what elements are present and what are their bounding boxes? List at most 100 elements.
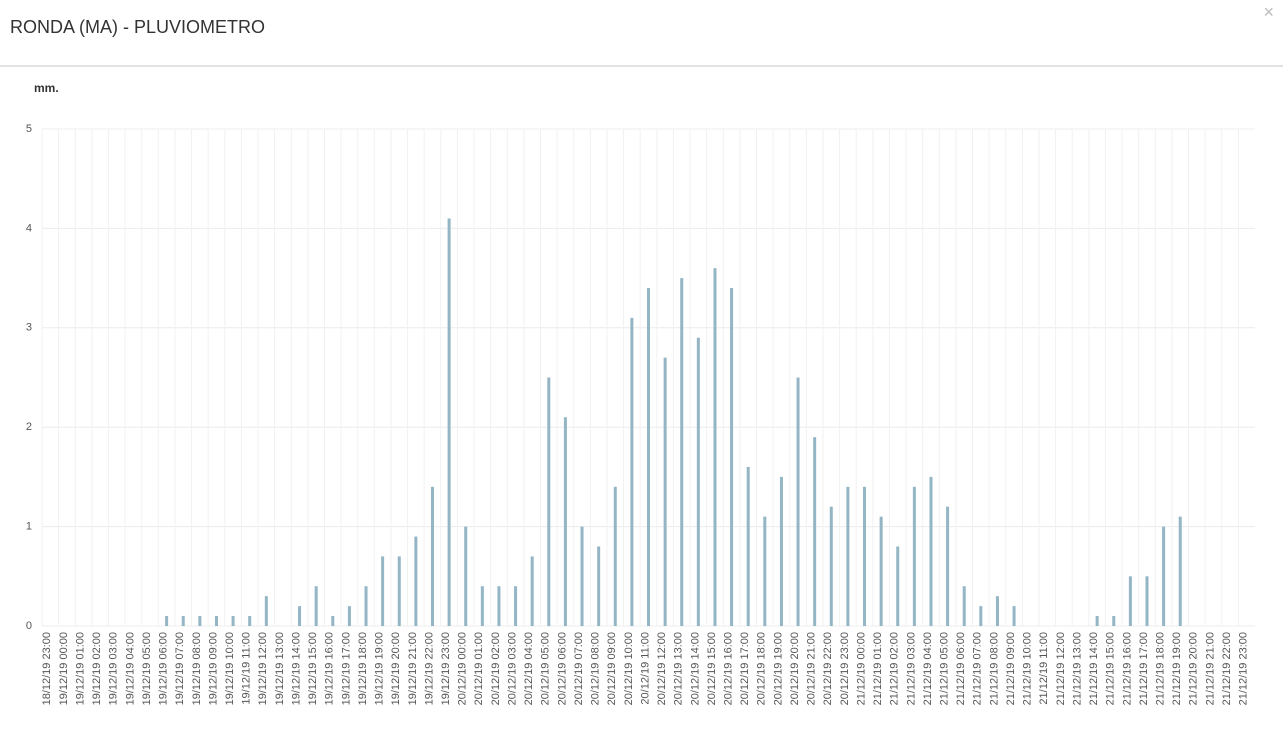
bar — [347, 606, 351, 626]
x-tick-label: 21/12/19 13:00 — [1071, 632, 1083, 705]
x-tick-label: 19/12/19 22:00 — [423, 632, 435, 705]
x-tick-label: 19/12/19 17:00 — [340, 632, 352, 705]
y-tick-label: 3 — [26, 322, 32, 334]
x-tick-label: 19/12/19 23:00 — [440, 632, 452, 705]
x-tick-label: 21/12/19 18:00 — [1155, 632, 1167, 705]
x-tick-label: 19/12/19 21:00 — [407, 632, 419, 705]
x-tick-label: 19/12/19 20:00 — [390, 632, 402, 705]
x-tick-label: 19/12/19 09:00 — [207, 632, 219, 705]
x-tick-label: 20/12/19 18:00 — [756, 632, 768, 705]
x-tick-label: 19/12/19 19:00 — [374, 632, 386, 705]
x-tick-label: 21/12/19 06:00 — [955, 632, 967, 705]
bar — [647, 288, 650, 626]
bar — [1162, 526, 1166, 626]
bar — [630, 317, 634, 626]
y-tick-label: 4 — [26, 222, 32, 234]
x-tick-label: 20/12/19 22:00 — [822, 632, 834, 705]
bar — [198, 616, 202, 626]
x-tick-label: 20/12/19 21:00 — [806, 632, 818, 705]
bar — [946, 506, 950, 626]
bar — [314, 586, 318, 626]
x-tick-label: 20/12/19 04:00 — [523, 632, 535, 705]
y-tick-label: 0 — [26, 620, 32, 632]
x-tick-label: 19/12/19 12:00 — [257, 632, 269, 705]
bar — [530, 556, 534, 626]
x-tick-label: 19/12/19 13:00 — [274, 632, 286, 705]
bar — [929, 476, 933, 626]
x-tick-label: 21/12/19 09:00 — [1005, 632, 1017, 705]
x-tick-label: 21/12/19 00:00 — [855, 632, 867, 705]
bar — [846, 486, 850, 626]
y-tick-label: 5 — [26, 123, 32, 135]
x-tick-label: 21/12/19 11:00 — [1038, 632, 1050, 705]
bar — [912, 486, 916, 626]
bar — [165, 616, 169, 626]
bar — [364, 586, 368, 626]
bar — [397, 556, 401, 626]
x-tick-label: 20/12/19 19:00 — [772, 632, 784, 705]
bar — [580, 526, 584, 626]
x-tick-label: 20/12/19 07:00 — [573, 632, 585, 705]
bar — [298, 606, 302, 626]
bar — [547, 377, 551, 626]
x-tick-label: 21/12/19 23:00 — [1238, 632, 1250, 705]
x-tick-label: 19/12/19 07:00 — [174, 632, 186, 705]
bar — [863, 486, 867, 626]
bar — [713, 268, 717, 626]
x-tick-label: 20/12/19 01:00 — [473, 632, 485, 705]
bar — [264, 596, 268, 626]
bar — [813, 437, 817, 626]
x-tick-label: 21/12/19 21:00 — [1204, 632, 1216, 705]
close-button[interactable]: × — [1263, 2, 1274, 22]
x-tick-label: 19/12/19 06:00 — [158, 632, 170, 705]
bar — [231, 616, 235, 626]
x-tick-label: 21/12/19 22:00 — [1221, 632, 1233, 705]
x-tick-label: 19/12/19 11:00 — [241, 632, 253, 705]
bar — [214, 616, 218, 626]
header: RONDA (MA) - PLUVIOMETRO × — [0, 0, 1283, 67]
x-tick-label: 19/12/19 14:00 — [290, 632, 302, 705]
bar — [829, 506, 833, 626]
bar — [763, 516, 767, 626]
x-tick-label: 21/12/19 15:00 — [1105, 632, 1117, 705]
x-tick-label: 20/12/19 16:00 — [722, 632, 734, 705]
bar — [796, 377, 800, 626]
x-tick-label: 19/12/19 15:00 — [307, 632, 319, 705]
bar — [497, 586, 501, 626]
x-tick-label: 21/12/19 14:00 — [1088, 632, 1100, 705]
x-tick-label: 20/12/19 23:00 — [839, 632, 851, 705]
bar — [1128, 576, 1132, 626]
x-tick-label: 21/12/19 10:00 — [1022, 632, 1034, 705]
x-tick-label: 21/12/19 07:00 — [972, 632, 984, 705]
y-tick-label: 1 — [26, 521, 32, 533]
bar — [248, 616, 252, 626]
x-tick-label: 19/12/19 00:00 — [58, 632, 70, 705]
bar — [181, 616, 185, 626]
bar — [962, 586, 966, 626]
bar — [597, 546, 601, 626]
x-tick-label: 21/12/19 01:00 — [872, 632, 884, 705]
bar — [1095, 616, 1099, 626]
x-tick-label: 21/12/19 05:00 — [939, 632, 951, 705]
bar — [779, 476, 783, 626]
x-tick-label: 19/12/19 03:00 — [108, 632, 120, 705]
bar — [979, 606, 983, 626]
x-tick-label: 21/12/19 20:00 — [1188, 632, 1200, 705]
x-tick-label: 20/12/19 12:00 — [656, 632, 668, 705]
x-tick-label: 18/12/19 23:00 — [41, 632, 53, 705]
x-tick-label: 19/12/19 02:00 — [91, 632, 103, 705]
x-tick-label: 20/12/19 02:00 — [490, 632, 502, 705]
x-tick-label: 20/12/19 20:00 — [789, 632, 801, 705]
x-tick-label: 19/12/19 01:00 — [74, 632, 86, 705]
bar — [896, 546, 900, 626]
bar — [1012, 606, 1016, 626]
x-tick-label: 19/12/19 04:00 — [124, 632, 136, 705]
bar — [1178, 516, 1182, 626]
x-tick-label: 20/12/19 09:00 — [606, 632, 618, 705]
bar — [995, 596, 999, 626]
bar — [730, 288, 734, 626]
bar — [1145, 576, 1149, 626]
bar — [331, 616, 335, 626]
